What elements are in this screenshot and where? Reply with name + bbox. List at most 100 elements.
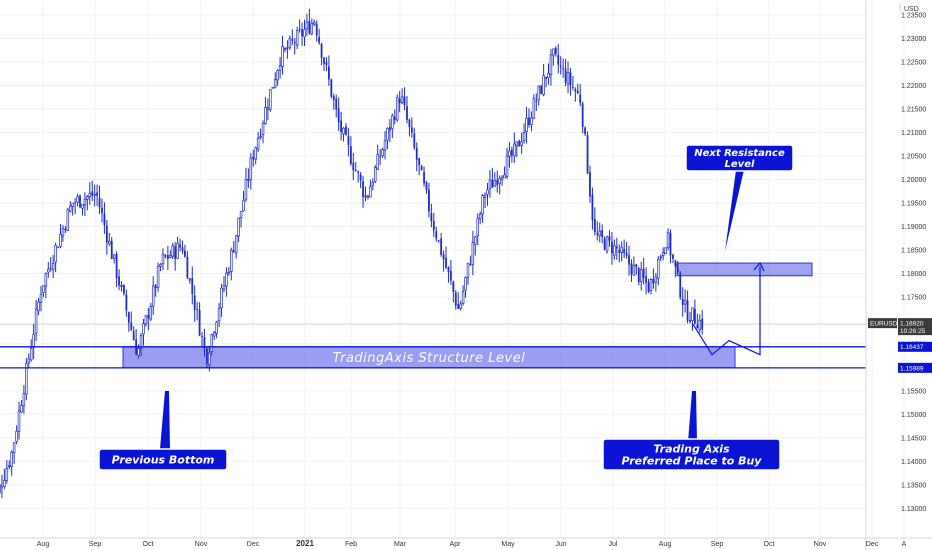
candle-body xyxy=(659,256,662,259)
candle-body xyxy=(37,301,40,312)
candle-body xyxy=(347,135,350,146)
candle-body xyxy=(491,179,494,188)
candle-body xyxy=(628,255,630,265)
candle-body xyxy=(234,235,238,254)
candle-body xyxy=(513,143,516,157)
candle-body xyxy=(278,65,282,71)
candle-body xyxy=(74,202,77,204)
last-price-tag: 1.16920 xyxy=(900,321,924,328)
candle-body xyxy=(44,273,48,287)
candle-body xyxy=(1,486,3,488)
candle-body xyxy=(161,254,165,264)
candle-body xyxy=(505,155,509,177)
candle-body xyxy=(454,292,457,306)
candle-body xyxy=(466,262,470,278)
candle-body xyxy=(581,103,584,127)
candle-body xyxy=(196,308,199,310)
candle-body xyxy=(383,140,387,151)
candle-body xyxy=(520,141,523,146)
candle-body xyxy=(632,264,636,276)
y-tick-label: 1.19000 xyxy=(901,224,926,231)
candle-body xyxy=(39,293,43,303)
candle-body xyxy=(649,279,653,292)
candle-body xyxy=(96,192,98,196)
candle-body xyxy=(59,233,62,247)
candle-body xyxy=(413,133,416,148)
y-tick-label: 1.23500 xyxy=(901,13,926,20)
candle-body xyxy=(288,37,292,49)
candle-body xyxy=(174,246,177,259)
candle-body xyxy=(445,257,447,268)
candle-body xyxy=(461,291,465,304)
candle-body xyxy=(81,204,84,209)
candle-body xyxy=(69,205,72,212)
candle-body xyxy=(323,57,325,64)
candle-body xyxy=(645,276,647,283)
candle-body xyxy=(620,246,623,253)
candle-body xyxy=(374,167,377,182)
candle-body xyxy=(210,334,214,352)
currency-label: USD xyxy=(904,6,919,13)
candle-body xyxy=(249,157,253,181)
candle-body xyxy=(47,268,50,273)
candle-body xyxy=(552,48,555,56)
candle-body xyxy=(652,279,655,284)
candle-body xyxy=(201,335,203,337)
candle-body xyxy=(264,107,267,124)
candle-body xyxy=(291,39,294,41)
candle-body xyxy=(205,348,208,364)
x-tick-label: Mar xyxy=(394,541,407,548)
candle-body xyxy=(689,319,691,322)
previous-bottom-pointer xyxy=(160,391,170,449)
candle-body xyxy=(481,195,484,215)
candle-body xyxy=(281,46,284,67)
y-tick-label: 1.22000 xyxy=(901,83,926,90)
candle-body xyxy=(672,254,674,259)
last-price-tag-bg xyxy=(898,318,932,336)
candle-body xyxy=(335,98,338,110)
support-upper-tag: 1.16437 xyxy=(900,344,924,351)
candle-body xyxy=(244,178,248,200)
candle-body xyxy=(8,465,11,468)
candle-body xyxy=(545,76,547,79)
candle-body xyxy=(535,100,538,102)
candle-body xyxy=(657,259,660,279)
candle-body xyxy=(530,117,533,126)
candle-body xyxy=(79,195,81,208)
support-lower-tag: 1.15989 xyxy=(900,365,924,372)
candle-body xyxy=(423,172,425,184)
candle-body xyxy=(647,282,650,292)
candle-body xyxy=(598,230,601,236)
y-tick-label: 1.21000 xyxy=(901,130,926,137)
candle-body xyxy=(271,86,275,89)
candle-body xyxy=(295,30,299,46)
y-tick-label: 1.15500 xyxy=(901,388,926,395)
candle-body xyxy=(51,263,55,270)
candle-body xyxy=(576,90,579,94)
candle-body xyxy=(371,182,375,186)
candle-body xyxy=(596,233,599,235)
candle-body xyxy=(149,306,153,320)
candle-body xyxy=(639,268,643,282)
candle-body xyxy=(298,28,301,31)
candle-body xyxy=(393,116,396,121)
candle-body xyxy=(286,47,289,50)
candle-body xyxy=(666,232,670,249)
candle-body xyxy=(222,285,226,290)
candle-body xyxy=(476,217,479,237)
y-tick-label: 1.14500 xyxy=(901,435,926,442)
candle-body xyxy=(320,43,323,58)
candle-body xyxy=(112,254,116,260)
candle-body xyxy=(379,156,382,158)
candle-body xyxy=(386,128,389,141)
candle-body xyxy=(110,241,113,259)
candle-body xyxy=(22,393,26,407)
x-tick-label: Jun xyxy=(555,541,566,548)
candle-body xyxy=(186,256,189,279)
candle-body xyxy=(518,140,521,147)
candle-body xyxy=(408,119,411,127)
candle-body xyxy=(176,242,179,259)
candle-body xyxy=(618,250,621,253)
